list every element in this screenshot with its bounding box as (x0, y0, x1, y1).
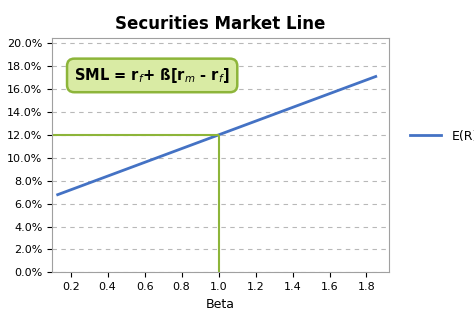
E(R) (373, 74, 379, 78)
E(R) (56, 192, 62, 196)
Line: E(R): E(R) (58, 76, 376, 195)
E(R) (55, 193, 61, 197)
E(R) (244, 122, 250, 126)
Legend: E(R): E(R) (405, 125, 474, 148)
Text: SML = r$_f$+ ß[r$_m$ - r$_f$]: SML = r$_f$+ ß[r$_m$ - r$_f$] (74, 66, 230, 85)
E(R) (243, 123, 249, 126)
X-axis label: Beta: Beta (206, 298, 235, 310)
E(R) (323, 93, 328, 97)
Title: Securities Market Line: Securities Market Line (115, 15, 326, 33)
E(R) (343, 86, 349, 90)
E(R) (249, 121, 255, 124)
